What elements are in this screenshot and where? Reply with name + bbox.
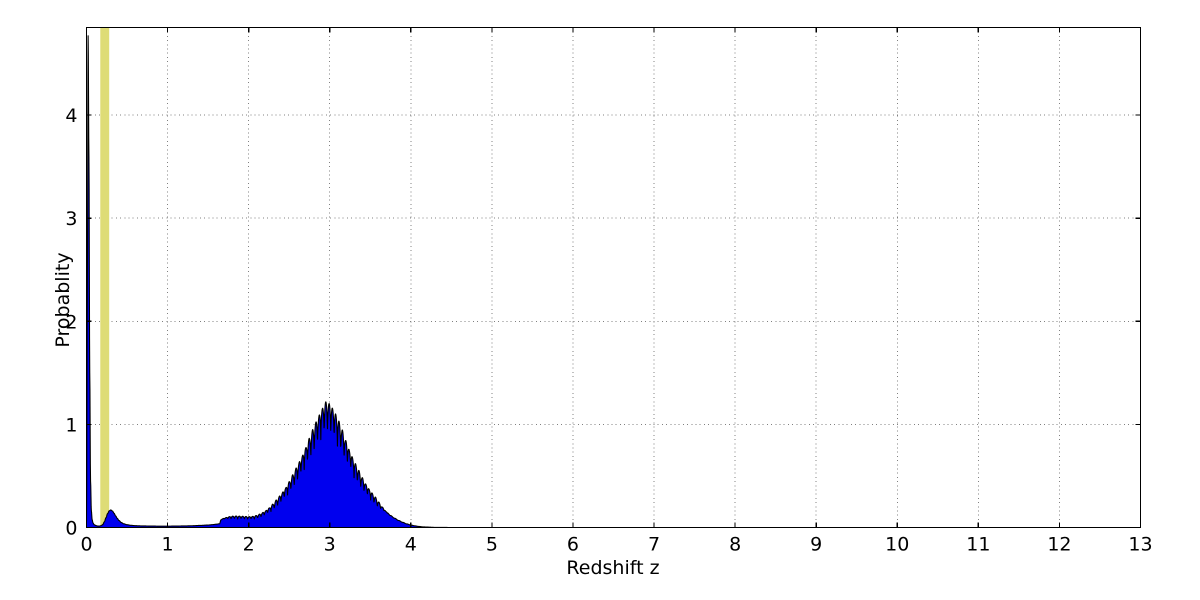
x-tick-label: 4 <box>405 534 417 556</box>
y-tick-label: 3 <box>65 208 77 230</box>
highlight-band <box>100 27 110 528</box>
y-axis-tick-labels: 0 1 2 3 4 <box>65 105 77 539</box>
x-tick-label: 2 <box>243 534 255 556</box>
axes-frame <box>85 26 1142 529</box>
y-tick-label: 4 <box>65 105 77 127</box>
x-tick-label: 0 <box>80 534 92 556</box>
y-tick-label: 1 <box>65 414 77 436</box>
x-tick-label: 11 <box>966 534 990 556</box>
x-tick-label: 1 <box>162 534 174 556</box>
gridlines <box>86 27 1141 528</box>
x-axis-tick-labels: 0 1 2 3 4 5 6 7 8 9 10 11 12 13 <box>80 534 1152 556</box>
axis-ticks <box>85 27 1142 529</box>
x-tick-label: 13 <box>1128 534 1152 556</box>
x-tick-label: 7 <box>648 534 660 556</box>
y-tick-label: 2 <box>65 311 77 333</box>
x-tick-label: 6 <box>567 534 579 556</box>
x-tick-label: 3 <box>324 534 336 556</box>
x-axis-label: Redshift z <box>566 557 660 579</box>
x-tick-label: 12 <box>1047 534 1071 556</box>
x-tick-label: 5 <box>486 534 498 556</box>
x-tick-label: 9 <box>810 534 822 556</box>
x-tick-label: 8 <box>729 534 741 556</box>
y-tick-label: 0 <box>65 518 77 540</box>
probability-distribution-area <box>86 35 1141 528</box>
x-tick-label: 10 <box>885 534 909 556</box>
